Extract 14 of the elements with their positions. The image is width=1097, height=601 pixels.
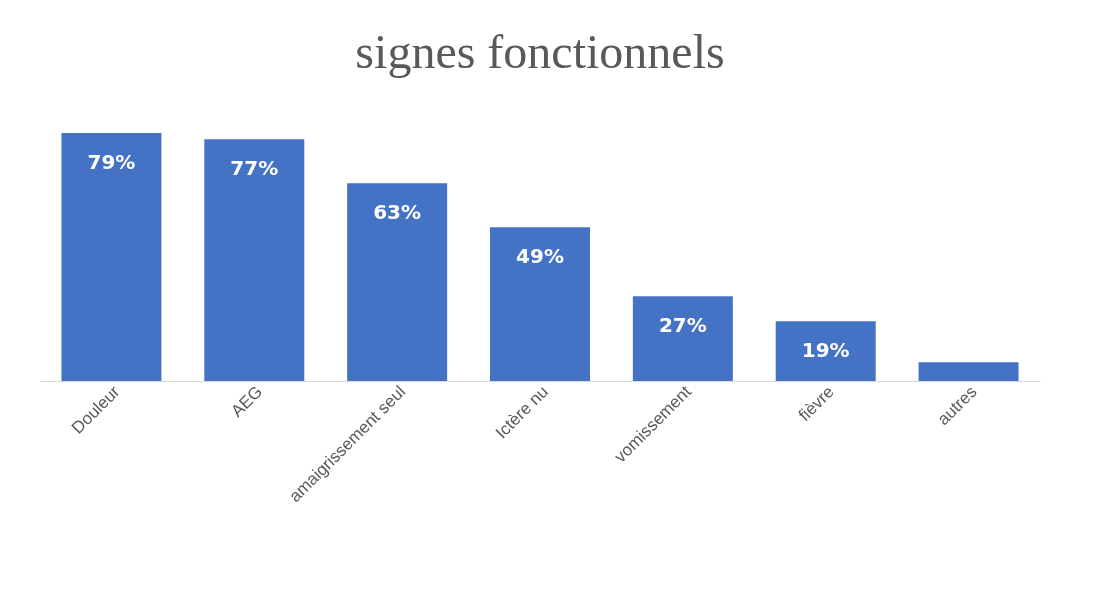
bar [61, 133, 162, 381]
data-label: 79% [87, 150, 136, 174]
bar [775, 321, 876, 381]
bar [347, 183, 448, 381]
chart-title: signes fonctionnels [355, 25, 725, 78]
bar [632, 296, 733, 381]
data-label: 27% [658, 313, 707, 338]
data-label: 63% [373, 200, 422, 225]
bar [204, 139, 305, 381]
data-label: 49% [516, 244, 564, 269]
bar [918, 362, 1019, 381]
data-label: 19% [801, 338, 850, 363]
bar [490, 227, 590, 381]
data-label: 77% [230, 156, 279, 181]
